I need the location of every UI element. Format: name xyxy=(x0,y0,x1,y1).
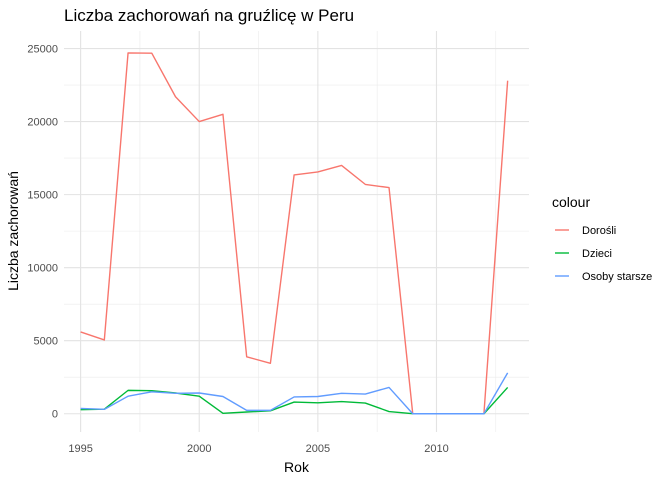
series-lines xyxy=(80,52,509,415)
legend: colour Dorośli Dzieci Osoby starsze xyxy=(552,194,652,283)
y-axis-title: Liczba zachorowań xyxy=(5,171,21,291)
x-tick-label: 2005 xyxy=(306,443,330,455)
y-tick-label: 10000 xyxy=(27,263,58,275)
y-tick-label: 5000 xyxy=(34,336,58,348)
legend-title: colour xyxy=(552,194,590,210)
y-tick-label: 0 xyxy=(52,409,58,421)
legend-label: Osoby starsze xyxy=(582,271,652,283)
legend-label: Dorośli xyxy=(582,225,616,237)
axes: 1995 2000 2005 2010 0 5000 10000 15000 20000 2500… xyxy=(27,44,448,455)
x-tick-label: 2000 xyxy=(187,443,211,455)
series-line-dorośli xyxy=(80,52,509,415)
series-line-dzieci xyxy=(80,386,509,415)
y-tick-label: 15000 xyxy=(27,190,58,202)
legend-label: Dzieci xyxy=(582,248,612,260)
chart-title: Liczba zachorowań na gruźlicę w Peru xyxy=(64,6,354,25)
y-tick-label: 20000 xyxy=(27,117,58,129)
x-tick-label: 1995 xyxy=(68,443,92,455)
x-axis-title: Rok xyxy=(284,459,310,475)
x-tick-label: 2010 xyxy=(424,443,448,455)
series-line-osoby-starsze xyxy=(80,372,509,415)
grid xyxy=(64,31,529,432)
y-tick-label: 25000 xyxy=(27,44,58,56)
